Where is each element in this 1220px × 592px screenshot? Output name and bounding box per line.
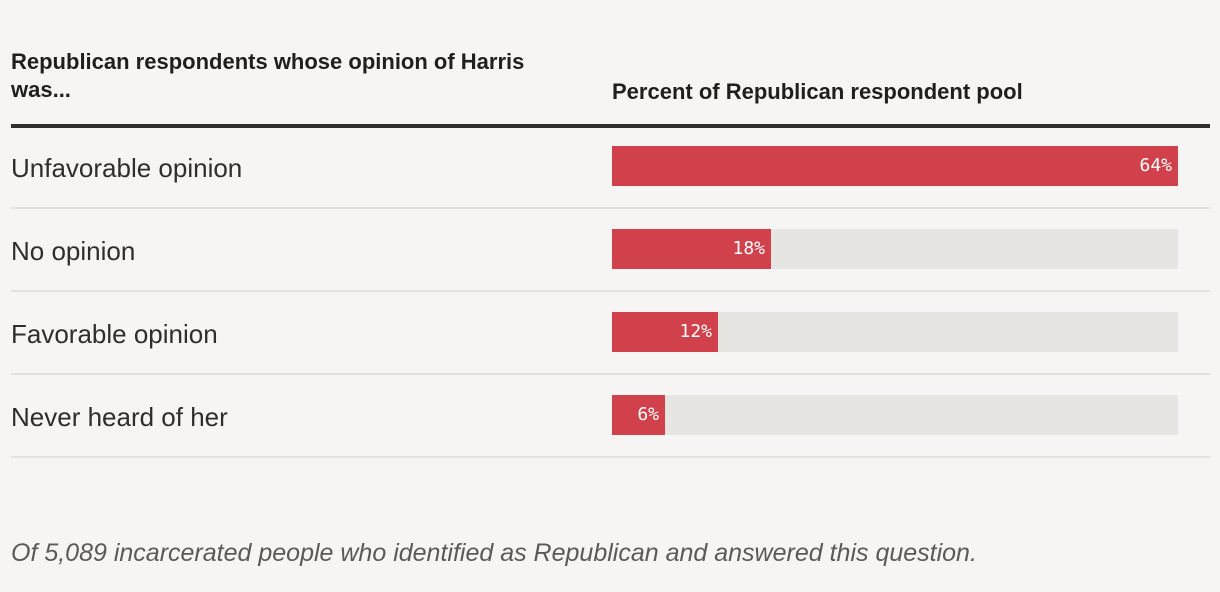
- bar-value-label: 64%: [1139, 155, 1172, 176]
- bar: 6%: [612, 395, 665, 435]
- bar-value-label: 12%: [679, 321, 712, 342]
- value-column-header: Percent of Republican respondent pool: [612, 79, 1023, 104]
- category-label: Favorable opinion: [11, 319, 218, 349]
- category-label: No opinion: [11, 236, 136, 266]
- bar: 18%: [612, 229, 771, 269]
- bar-row: No opinion 18%: [11, 209, 1210, 292]
- footnote: Of 5,089 incarcerated people who identif…: [11, 539, 977, 567]
- category-column-header: Republican respondents whose opinion of …: [11, 49, 525, 102]
- bar-row: Unfavorable opinion 64%: [11, 126, 1210, 209]
- bar-track: 12%: [612, 312, 1178, 352]
- bar-value-label: 18%: [732, 238, 765, 259]
- bar-value-label: 6%: [637, 404, 659, 425]
- category-label: Unfavorable opinion: [11, 153, 243, 183]
- bar-row: Never heard of her 6%: [11, 375, 1210, 458]
- bar-row: Favorable opinion 12%: [11, 292, 1210, 375]
- category-label: Never heard of her: [11, 402, 228, 432]
- bar: 64%: [612, 146, 1178, 186]
- bar-track: 18%: [612, 229, 1178, 269]
- bar-chart: Unfavorable opinion 64% No opinion 18% Favor…: [11, 126, 1210, 458]
- bar-track: 64%: [612, 146, 1178, 186]
- table-header: Republican respondents whose opinion of …: [11, 46, 1210, 128]
- bar-track: 6%: [612, 395, 1178, 435]
- bar: 12%: [612, 312, 718, 352]
